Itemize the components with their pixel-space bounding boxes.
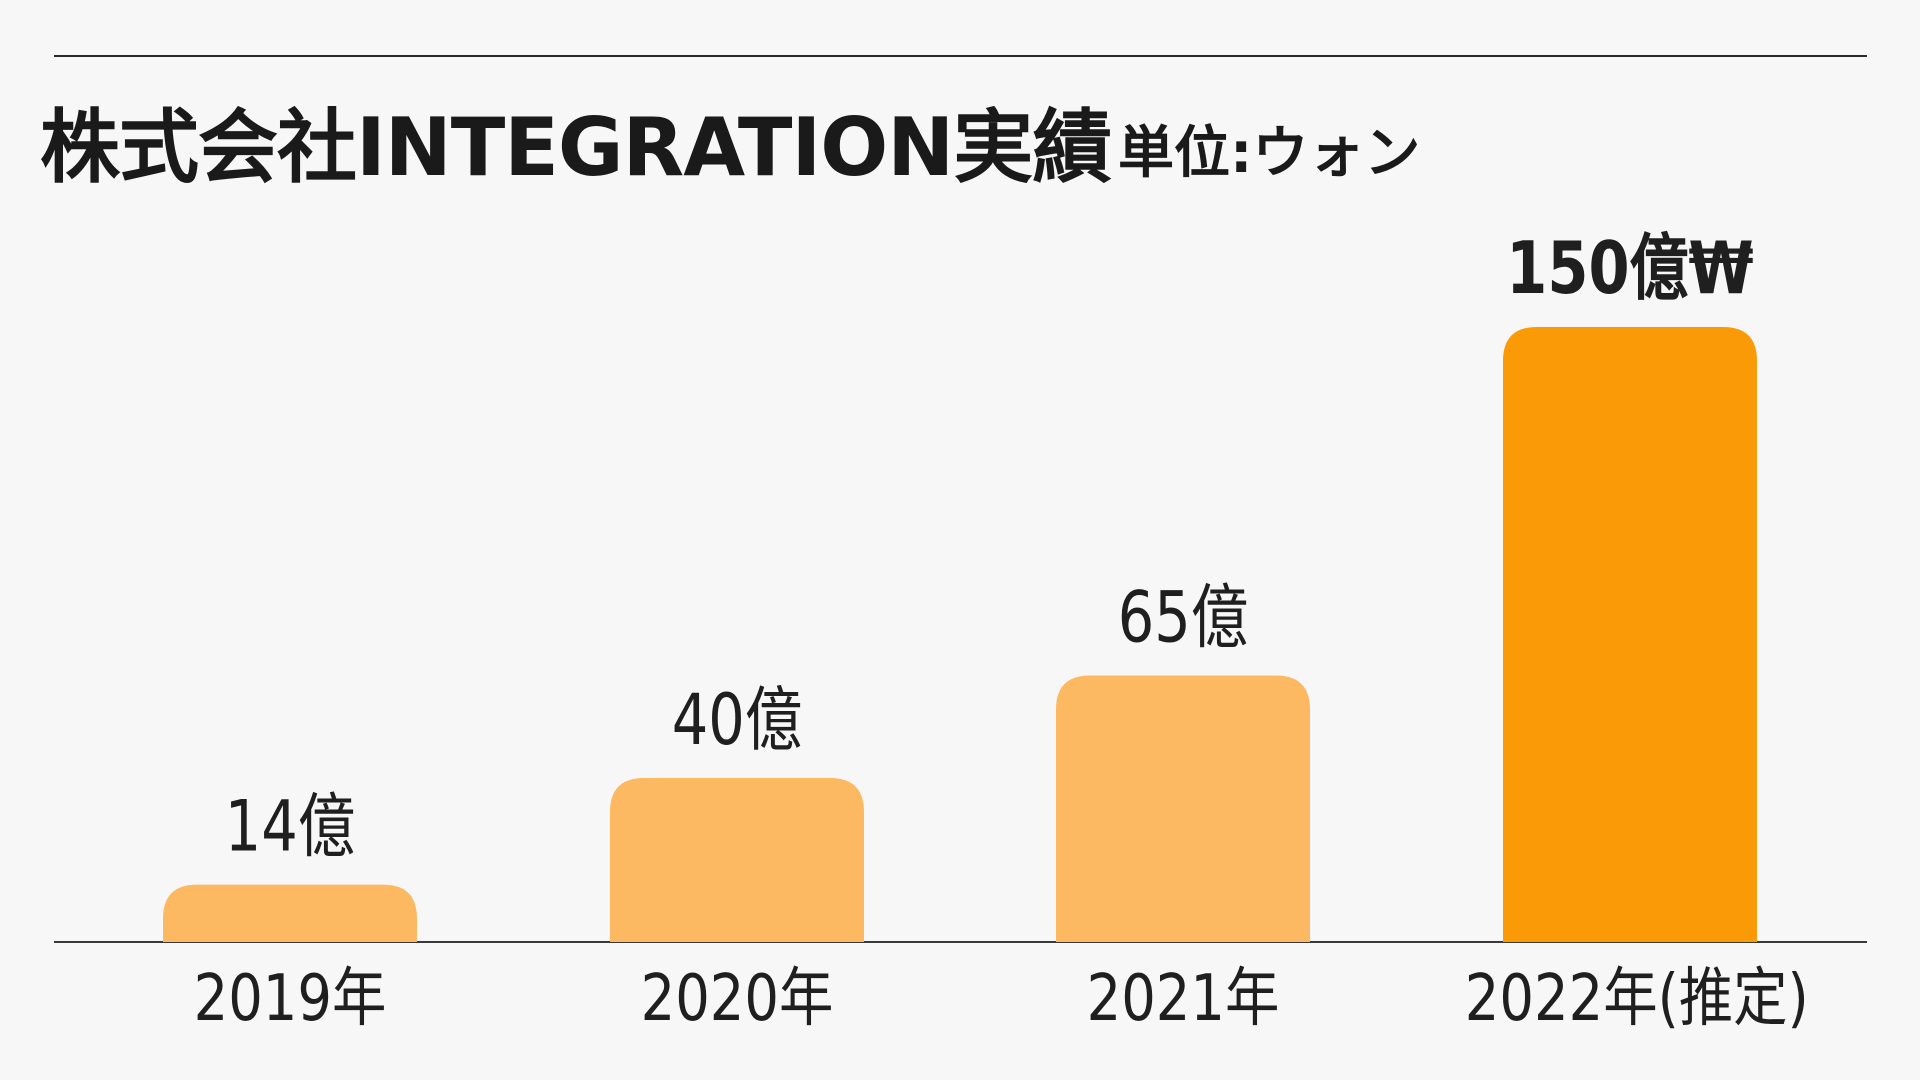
data-label-3: 150億₩ <box>1506 226 1753 310</box>
top-rule <box>54 55 1867 57</box>
bar-1 <box>610 778 864 942</box>
data-label-2: 65億 <box>1118 578 1248 659</box>
data-label-1: 40億 <box>672 681 802 762</box>
category-label-0: 2019年 <box>194 962 387 1036</box>
category-label-2: 2021年 <box>1087 962 1280 1036</box>
category-label-3: 2022年(推定) <box>1465 962 1809 1036</box>
bar-0 <box>163 884 417 942</box>
unit-label: 単位:ウォン <box>1118 121 1421 186</box>
chart-title: 株式会社INTEGRATION実績 <box>40 101 1112 194</box>
category-label-1: 2020年 <box>641 962 834 1036</box>
data-label-0: 14億 <box>225 787 355 868</box>
bar-2 <box>1056 675 1310 942</box>
bar-3 <box>1503 327 1757 942</box>
